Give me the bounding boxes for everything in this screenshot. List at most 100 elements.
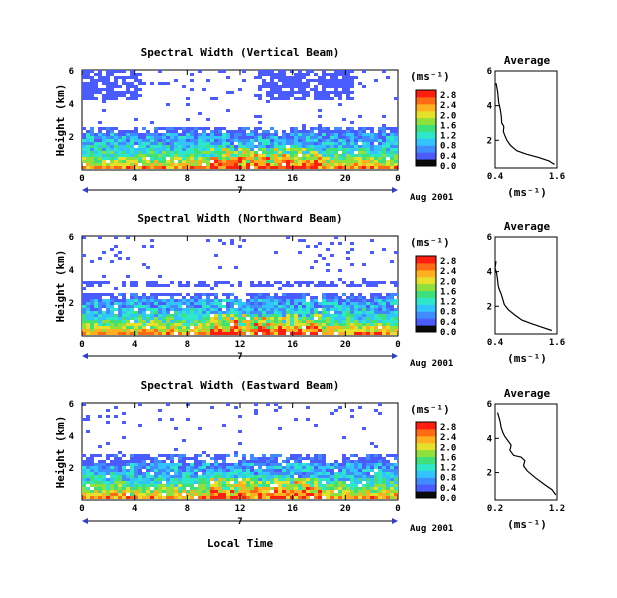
x-axis-label: Local Time bbox=[207, 537, 274, 550]
average-x-tick-label: 0.2 bbox=[487, 504, 503, 514]
colorbar-tick-label: 0.4 bbox=[440, 318, 457, 328]
date-day-label: 7 bbox=[237, 352, 242, 362]
x-axis: 0 4 8 12 16 20 0 bbox=[79, 340, 400, 350]
colorbar-band bbox=[416, 311, 436, 319]
average-profile: 2 4 6 0.2 1.2 bbox=[487, 400, 566, 514]
y-tick-label: 4 bbox=[69, 432, 75, 442]
colorbar-band bbox=[416, 117, 436, 126]
average-profile-line bbox=[494, 261, 552, 332]
colorbar-band bbox=[416, 449, 436, 458]
colorbar-band bbox=[416, 262, 436, 271]
colorbar-tick-label: 1.6 bbox=[440, 121, 456, 131]
average-y-tick-label: 2 bbox=[487, 136, 492, 146]
colorbar-band bbox=[416, 90, 436, 98]
colorbar-band bbox=[416, 297, 436, 305]
colorbar-tick-label: 1.6 bbox=[440, 287, 456, 297]
x-tick-label: 12 bbox=[235, 174, 246, 184]
x-tick-label: 0 bbox=[79, 174, 84, 184]
x-tick-label: 4 bbox=[132, 340, 138, 350]
colorbar-tick-label: 2.8 bbox=[440, 91, 456, 101]
colorbar-tick-label: 2.8 bbox=[440, 423, 456, 433]
colorbar-band bbox=[416, 110, 436, 119]
heatmap bbox=[81, 236, 399, 336]
panel-title: Spectral Width (Eastward Beam) bbox=[141, 379, 340, 392]
y-tick-label: 4 bbox=[69, 100, 75, 110]
x-tick-label: 0 bbox=[79, 340, 84, 350]
colorbar-band bbox=[416, 318, 436, 326]
colorbar-tick-label: 0.0 bbox=[440, 328, 456, 338]
x-tick-label: 8 bbox=[185, 174, 190, 184]
colorbar-tick-label: 2.4 bbox=[440, 101, 457, 111]
colorbar-tick-label: 2.4 bbox=[440, 433, 457, 443]
y-axis-label: Height (km) bbox=[54, 250, 67, 323]
x-tick-label: 0 bbox=[395, 340, 400, 350]
average-y-tick-label: 6 bbox=[487, 400, 492, 410]
colorbar: 0.00.40.81.21.62.02.42.8 bbox=[415, 421, 457, 504]
average-title: Average bbox=[504, 220, 551, 233]
colorbar: 0.00.40.81.21.62.02.42.8 bbox=[415, 255, 457, 338]
colorbar-tick-label: 0.4 bbox=[440, 484, 457, 494]
colorbar-tick-label: 0.4 bbox=[440, 152, 457, 162]
average-y-tick-label: 2 bbox=[487, 302, 492, 312]
x-axis: 0 4 8 12 16 20 0 bbox=[79, 174, 400, 184]
colorbar-band bbox=[416, 269, 436, 278]
colorbar-tick-label: 2.0 bbox=[440, 443, 456, 453]
y-axis-label: Height (km) bbox=[54, 84, 67, 157]
panel-title: Spectral Width (Northward Beam) bbox=[137, 212, 342, 225]
heatmap bbox=[81, 403, 399, 500]
average-profile-line bbox=[495, 82, 555, 165]
colorbar-band bbox=[416, 491, 436, 499]
colorbar-band bbox=[416, 131, 436, 139]
average-y-tick-label: 4 bbox=[487, 268, 493, 278]
y-tick-label: 2 bbox=[69, 133, 74, 143]
colorbar-tick-label: 0.8 bbox=[440, 308, 456, 318]
x-tick-label: 20 bbox=[340, 340, 351, 350]
x-tick-label: 0 bbox=[395, 174, 400, 184]
colorbar-band bbox=[416, 152, 436, 160]
colorbar-band bbox=[416, 124, 436, 132]
colorbar-tick-label: 0.0 bbox=[440, 494, 456, 504]
x-tick-label: 4 bbox=[132, 504, 138, 514]
panel-eastward-beam: Spectral Width (Eastward Beam) Height (k… bbox=[54, 379, 565, 550]
colorbar-tick-label: 0.8 bbox=[440, 142, 456, 152]
colorbar-band bbox=[416, 422, 436, 430]
y-tick-label: 6 bbox=[69, 400, 74, 410]
average-y-tick-label: 6 bbox=[487, 233, 492, 243]
x-tick-label: 16 bbox=[287, 174, 298, 184]
heatmap bbox=[81, 70, 399, 170]
date-day-label: 7 bbox=[237, 517, 242, 527]
average-unit: (ms⁻¹) bbox=[507, 518, 547, 531]
colorbar-band bbox=[416, 325, 436, 333]
colorbar-band bbox=[416, 477, 436, 485]
y-tick-label: 4 bbox=[69, 266, 75, 276]
x-tick-label: 16 bbox=[287, 340, 298, 350]
colorbar-band bbox=[416, 290, 436, 298]
colorbar-tick-label: 2.4 bbox=[440, 267, 457, 277]
average-y-tick-label: 4 bbox=[487, 434, 493, 444]
date-label: Aug 2001 bbox=[410, 193, 453, 203]
average-title: Average bbox=[504, 54, 551, 67]
date-bar-arrow-left bbox=[82, 187, 88, 193]
colorbar-band bbox=[416, 138, 436, 146]
date-bar-arrow-right bbox=[392, 187, 398, 193]
average-title: Average bbox=[504, 387, 551, 400]
x-tick-label: 20 bbox=[340, 174, 351, 184]
colorbar-band bbox=[416, 159, 436, 167]
colorbar-tick-label: 1.2 bbox=[440, 132, 456, 142]
average-profile: 2 4 6 0.4 1.6 bbox=[487, 233, 566, 348]
x-tick-label: 0 bbox=[79, 504, 84, 514]
colorbar-tick-label: 2.8 bbox=[440, 257, 456, 267]
colorbar-tick-label: 1.2 bbox=[440, 464, 456, 474]
panel-vertical-beam: Spectral Width (Vertical Beam) Height (k… bbox=[54, 46, 565, 203]
colorbar-band bbox=[416, 103, 436, 112]
colorbar-band bbox=[416, 484, 436, 492]
y-tick-label: 6 bbox=[69, 67, 74, 77]
panel-northward-beam: Spectral Width (Northward Beam) Height (… bbox=[54, 212, 565, 369]
average-x-tick-label: 0.4 bbox=[487, 172, 504, 182]
colorbar-tick-label: 1.2 bbox=[440, 298, 456, 308]
date-label: Aug 2001 bbox=[410, 359, 453, 369]
colorbar-tick-label: 2.0 bbox=[440, 111, 456, 121]
x-tick-label: 4 bbox=[132, 174, 138, 184]
x-tick-label: 20 bbox=[340, 504, 351, 514]
